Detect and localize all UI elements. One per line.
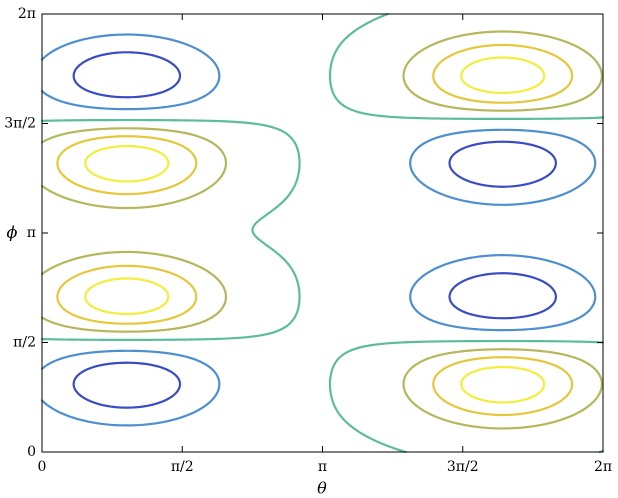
x-tick-label: π	[318, 459, 327, 475]
contour-line	[56, 43, 574, 417]
contour-line	[72, 51, 558, 409]
y-axis-label: ϕ	[7, 223, 18, 242]
y-tick-label: 3π/2	[4, 116, 36, 132]
contour-line	[84, 56, 546, 404]
x-tick-label: 2π	[594, 459, 612, 475]
x-tick-label: 3π/2	[447, 459, 479, 475]
plot-frame	[41, 13, 604, 453]
x-tick-label: 0	[38, 459, 47, 475]
y-tick-label: 0	[27, 444, 36, 460]
contour-line	[40, 30, 603, 430]
y-tick-label: 2π	[18, 6, 36, 22]
contour-line	[40, 12, 605, 454]
x-axis-label: θ	[317, 479, 327, 498]
y-tick-label: π	[27, 225, 36, 241]
y-tick-label: π/2	[13, 335, 36, 351]
x-tick-label: π/2	[171, 459, 194, 475]
